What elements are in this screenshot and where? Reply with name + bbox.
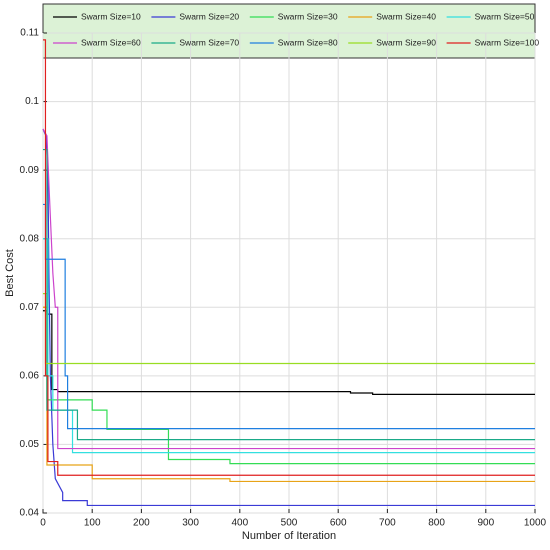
y-tick-label: 0.04 xyxy=(20,508,40,519)
x-tick-label: 500 xyxy=(281,518,298,529)
legend-label: Swarm Size=30 xyxy=(278,11,338,21)
x-tick-label: 900 xyxy=(477,518,494,529)
legend-label: Swarm Size=50 xyxy=(475,11,535,21)
x-tick-label: 800 xyxy=(428,518,445,529)
legend-label: Swarm Size=100 xyxy=(475,37,540,47)
y-tick-label: 0.06 xyxy=(20,370,40,381)
y-axis-label: Best Cost xyxy=(4,249,16,297)
x-tick-label: 400 xyxy=(231,518,248,529)
legend-label: Swarm Size=70 xyxy=(179,37,239,47)
legend-label: Swarm Size=20 xyxy=(179,11,239,21)
series-line xyxy=(43,238,535,454)
legend-label: Swarm Size=10 xyxy=(81,11,141,21)
series-line xyxy=(42,128,535,450)
y-tick-label: 0.09 xyxy=(20,165,40,176)
x-tick-label: 100 xyxy=(84,518,101,529)
legend-label: Swarm Size=40 xyxy=(376,11,436,21)
legend-label: Swarm Size=80 xyxy=(278,37,338,47)
legend-label: Swarm Size=90 xyxy=(376,37,436,47)
y-tick-label: 0.08 xyxy=(20,233,40,244)
y-tick-label: 0.11 xyxy=(20,28,39,39)
x-tick-label: 300 xyxy=(182,518,199,529)
y-tick-label: 0.1 xyxy=(25,96,39,107)
legend-label: Swarm Size=60 xyxy=(81,37,141,47)
x-tick-label: 600 xyxy=(330,518,347,529)
series-line xyxy=(43,39,535,476)
x-tick-label: 700 xyxy=(379,518,396,529)
series-line xyxy=(43,148,535,441)
y-tick-label: 0.05 xyxy=(20,439,40,450)
y-tick-label: 0.07 xyxy=(20,302,40,313)
x-axis-label: Number of Iteration xyxy=(242,530,336,542)
x-tick-label: 200 xyxy=(133,518,150,529)
x-tick-label: 1000 xyxy=(524,518,547,529)
x-tick-label: 0 xyxy=(40,518,46,529)
